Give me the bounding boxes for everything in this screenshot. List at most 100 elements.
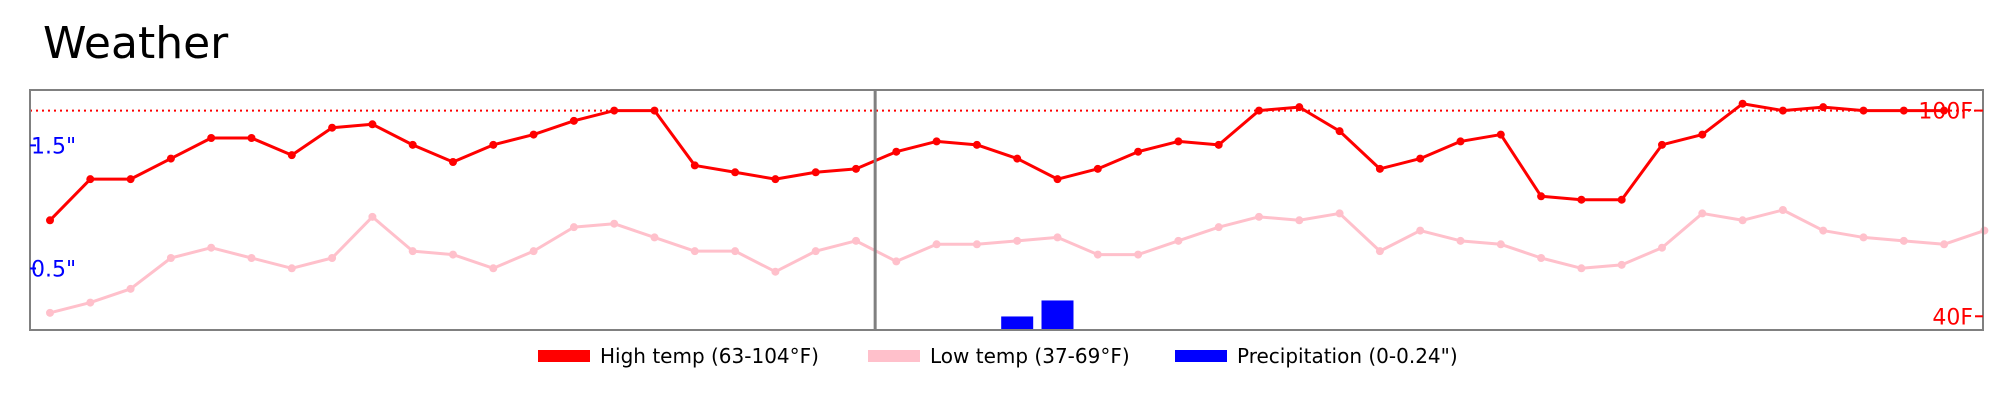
high-temp-point-day-34	[1375, 164, 1384, 173]
legend-label-high-temp: High temp (63-104°F)	[600, 344, 819, 368]
high-temp-point-day-12	[489, 140, 498, 149]
high-temp-point-day-37	[1496, 130, 1505, 139]
weather-chart: 100F 40F 1.5" 0.5"	[29, 89, 1989, 331]
low-temp-point-day-21	[852, 236, 860, 245]
legend-label-low-temp: Low temp (37-69°F)	[930, 344, 1130, 368]
legend-item-precip: Precipitation (0-0.24")	[1175, 344, 1458, 368]
low-temp-point-day-43	[1738, 216, 1747, 225]
high-temp-point-day-10	[408, 140, 417, 149]
low-temp-point-day-24	[972, 240, 981, 249]
high-temp-point-day-7	[287, 151, 296, 160]
low-temp-point-day-18	[731, 247, 740, 256]
low-temp-point-day-46	[1859, 233, 1868, 242]
high-temp-point-day-21	[852, 164, 860, 173]
low-temp-line	[49, 208, 1985, 315]
low-temp-point-day-22	[892, 257, 901, 266]
low-temp-point-day-27	[1093, 250, 1102, 259]
low-temp-point-day-38	[1537, 254, 1546, 262]
chart-title: Weather	[43, 18, 229, 69]
low-temp-point-day-41	[1658, 243, 1666, 252]
low-temp-point-day-30	[1214, 223, 1223, 232]
high-temp-point-day-47	[1899, 106, 1908, 115]
high-temp-point-day-15	[610, 106, 619, 115]
low-temp-point-day-40	[1617, 260, 1626, 269]
high-temp-point-day-28	[1134, 147, 1143, 156]
legend-swatch-low-temp	[868, 350, 920, 362]
high-temp-point-day-42	[1698, 130, 1707, 139]
high-temp-point-day-9	[368, 120, 377, 129]
high-temp-point-day-31	[1255, 106, 1263, 115]
low-temp-point-day-12	[489, 264, 498, 273]
high-temp-point-day-39	[1577, 195, 1586, 204]
low-temp-point-day-14	[569, 223, 578, 232]
low-temp-point-day-49	[1980, 226, 1989, 235]
high-temp-point-day-40	[1617, 195, 1626, 204]
high-temp-point-day-11	[449, 158, 457, 166]
low-temp-point-day-6	[247, 254, 256, 262]
chart-legend: High temp (63-104°F) Low temp (37-69°F) Pr…	[0, 344, 2009, 374]
high-temp-point-day-1	[46, 216, 54, 225]
high-temp-point-day-23	[932, 137, 941, 146]
low-temp-point-day-1	[46, 308, 54, 317]
low-temp-point-day-8	[328, 254, 337, 262]
low-temp-point-day-10	[408, 247, 417, 256]
high-temp-point-day-43	[1738, 99, 1747, 108]
high-temp-point-day-18	[731, 168, 740, 177]
high-temp-point-day-6	[247, 134, 256, 142]
high-temp-point-day-41	[1658, 140, 1666, 149]
low-temp-point-day-39	[1577, 264, 1586, 273]
low-temp-point-day-19	[771, 267, 780, 276]
low-temp-point-day-3	[126, 284, 135, 293]
low-temp-point-day-13	[529, 247, 538, 256]
high-temp-point-day-19	[771, 175, 780, 184]
precip-tick-label-1.5: 1.5"	[31, 134, 76, 159]
low-temp-point-day-9	[368, 212, 377, 221]
low-temp-point-day-47	[1899, 236, 1908, 245]
plot-frame	[29, 89, 1984, 331]
low-temp-point-day-2	[86, 298, 95, 307]
legend-item-high-temp: High temp (63-104°F)	[538, 344, 819, 368]
high-temp-point-day-30	[1214, 140, 1223, 149]
high-temp-point-day-26	[1053, 175, 1062, 184]
low-temp-point-day-28	[1134, 250, 1143, 259]
high-temp-point-day-29	[1174, 137, 1183, 146]
low-temp-point-day-20	[811, 247, 820, 256]
low-temp-point-day-17	[690, 247, 699, 256]
high-temp-point-day-22	[892, 147, 901, 156]
high-temp-point-day-24	[972, 140, 981, 149]
low-temp-point-day-31	[1255, 212, 1263, 221]
high-temp-point-day-35	[1416, 154, 1425, 163]
low-temp-point-day-29	[1174, 236, 1183, 245]
low-temp-point-day-15	[610, 219, 619, 228]
high-temp-point-day-25	[1013, 154, 1022, 163]
low-temp-point-day-48	[1940, 240, 1949, 249]
legend-label-precip: Precipitation (0-0.24")	[1237, 344, 1458, 368]
high-temp-point-day-4	[166, 154, 175, 163]
high-temp-point-day-44	[1778, 106, 1787, 115]
temp-tick-label-100: 100F	[1918, 100, 1973, 125]
high-temp-point-day-17	[690, 161, 699, 170]
high-temp-point-day-48	[1940, 106, 1949, 115]
legend-swatch-precip	[1175, 350, 1227, 362]
high-temp-point-day-36	[1456, 137, 1465, 146]
low-temp-point-day-25	[1013, 236, 1022, 245]
high-temp-point-day-8	[328, 123, 337, 132]
high-temp-point-day-13	[529, 130, 538, 139]
low-temp-point-day-45	[1819, 226, 1828, 235]
high-temp-point-day-27	[1093, 164, 1102, 173]
low-temp-point-day-26	[1053, 233, 1062, 242]
low-temp-point-day-35	[1416, 226, 1425, 235]
high-temp-point-day-20	[811, 168, 820, 177]
high-temp-point-day-45	[1819, 103, 1828, 112]
low-temp-point-day-32	[1295, 216, 1304, 225]
low-temp-point-day-11	[449, 250, 457, 259]
low-temp-point-day-42	[1698, 209, 1707, 218]
high-temp-point-day-16	[650, 106, 659, 115]
low-temp-point-day-34	[1375, 247, 1384, 256]
high-temp-point-day-5	[207, 134, 216, 142]
low-temp-point-day-7	[287, 264, 296, 273]
high-temp-point-day-14	[569, 116, 578, 125]
temp-tick-label-40: 40F	[1932, 305, 1973, 330]
high-temp-point-day-3	[126, 175, 135, 184]
high-temp-point-day-38	[1537, 192, 1546, 201]
